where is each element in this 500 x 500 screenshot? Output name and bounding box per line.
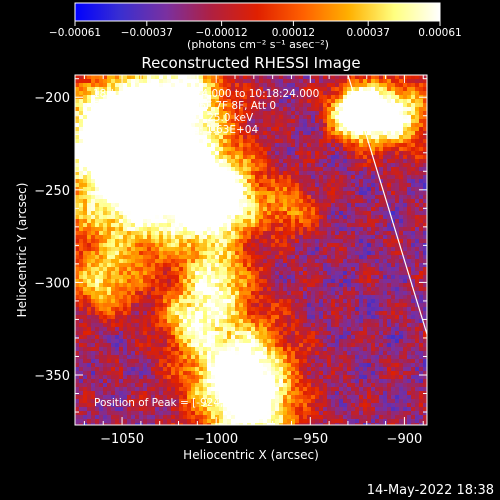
- colorbar-tick-label: −0.00012: [195, 27, 247, 39]
- annotation-detectors: Detectors: 3F 4F 5F 6F 7F 8F, Att 0: [93, 100, 276, 112]
- y-tick-label: −300: [34, 276, 70, 291]
- annotation-total-counts: Clean Total counts: 1.63E+04: [93, 124, 258, 136]
- y-tick-label: −200: [34, 91, 70, 106]
- y-axis-label: Heliocentric Y (arcsec): [15, 183, 29, 318]
- colorbar-tick-label: 0.00061: [418, 27, 461, 39]
- annotation-energy-range: Energy Range: 12.0 - 25.0 keV: [93, 112, 254, 124]
- chart-title: Reconstructed RHESSI Image: [141, 54, 360, 72]
- x-axis-label: Heliocentric X (arcsec): [183, 448, 319, 462]
- peak-position-label: Position of Peak = [-924,-208]: [94, 397, 251, 409]
- heatmap-image: [75, 75, 427, 425]
- annotation-time-range: 18-Jun-2013 10:12:24.000 to 10:18:24.000: [93, 88, 319, 100]
- colorbar-unit-label: (photons cm⁻² s⁻¹ asec⁻²): [187, 38, 329, 51]
- x-tick-label: −950: [292, 432, 328, 447]
- colorbar-tick-label: 0.00037: [346, 27, 389, 39]
- solar-limb-line: [347, 75, 427, 335]
- x-tick-label: −1050: [100, 432, 144, 447]
- annotation-block: 18-Jun-2013 10:12:24.000 to 10:18:24.000…: [93, 88, 319, 136]
- colorbar-ticks: −0.00061 −0.00037 −0.00012 0.00012 0.00037 0.…: [49, 21, 462, 39]
- x-tick-label: −1000: [194, 432, 238, 447]
- colorbar-tick-label: 0.00012: [272, 27, 315, 39]
- y-tick-label: −250: [34, 184, 70, 199]
- plot-frame: [74, 74, 428, 426]
- axis-ticks: −1050 −1000 −950 −900 −200 −250 −300 −350: [34, 75, 427, 447]
- colorbar-tick-label: −0.00037: [121, 27, 173, 39]
- y-tick-label: −350: [34, 369, 70, 384]
- colorbar: [74, 2, 441, 22]
- footer-timestamp: 14-May-2022 18:38: [367, 483, 494, 498]
- colorbar-tick-label: −0.00061: [49, 27, 101, 39]
- x-tick-label: −900: [387, 432, 423, 447]
